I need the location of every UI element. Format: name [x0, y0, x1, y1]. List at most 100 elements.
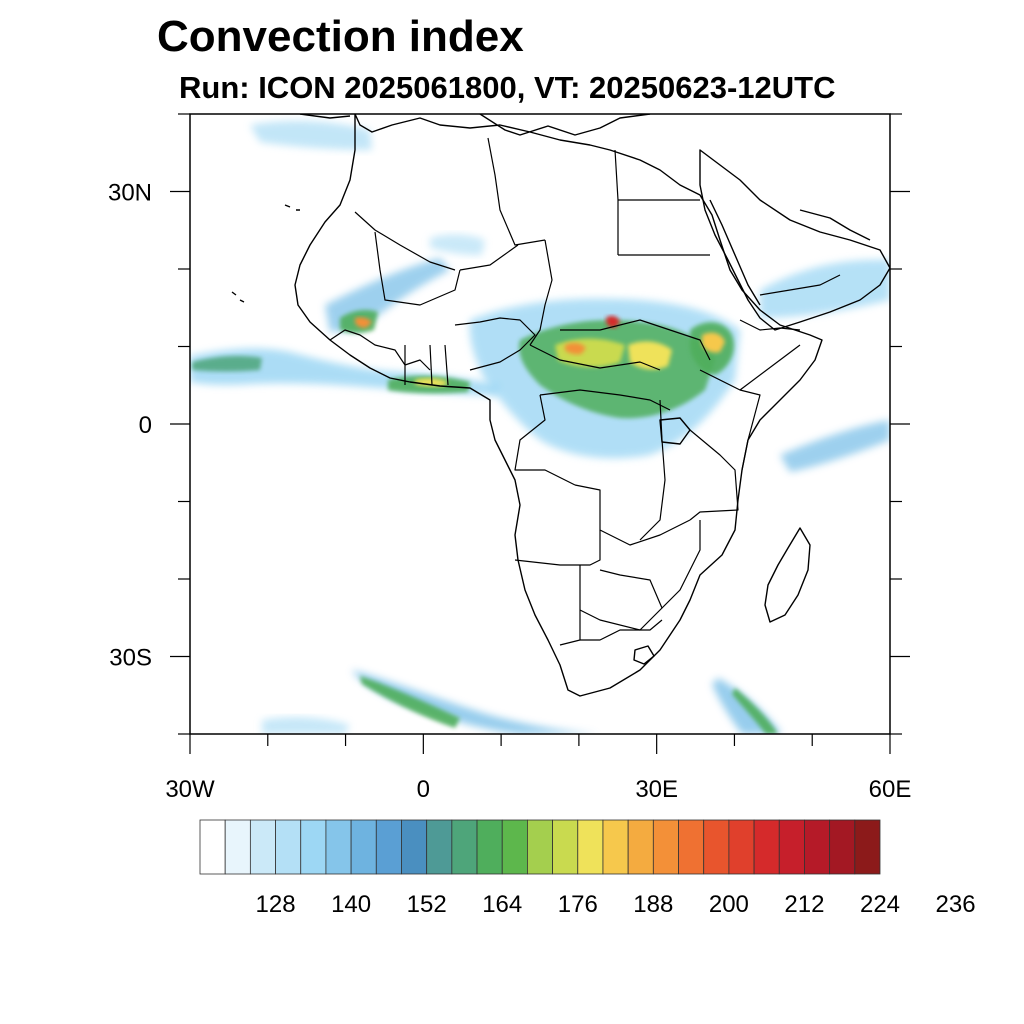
colorbar-swatch — [224, 819, 251, 875]
colorbar-swatch — [552, 819, 579, 875]
border-nigeria — [454, 317, 536, 371]
cape-verde-islands — [231, 291, 245, 303]
colorbar-tick-label: 224 — [860, 891, 900, 918]
country-borders — [329, 137, 841, 646]
madagascar-coastline — [764, 527, 811, 623]
colorbar-swatch — [199, 819, 226, 875]
border-drc-north — [539, 389, 671, 411]
border-sahel-west — [374, 231, 461, 306]
colorbar-tick-label: 128 — [256, 891, 296, 918]
colorbar-swatch — [829, 819, 856, 875]
lesotho-border — [633, 645, 655, 665]
convection-area-sahara-north — [430, 234, 485, 256]
border-south-africa — [580, 619, 663, 641]
convection-core-south-atlantic — [360, 676, 460, 728]
border-libya-egypt — [614, 149, 619, 255]
canary-islands — [284, 204, 300, 211]
convection-band-south-atlantic — [352, 670, 600, 734]
convection-peak-west-africa — [355, 317, 372, 328]
colorbar-swatch — [753, 819, 780, 875]
latitude-label: 30S — [109, 645, 152, 672]
colorbar-swatch — [854, 819, 881, 875]
colorbar-swatch — [275, 819, 302, 875]
border-drc-east — [639, 399, 666, 541]
latitude-ticks: 30N 0 30S — [108, 113, 910, 735]
convection-area-southwest — [262, 717, 350, 734]
convection-area-east-of-africa — [780, 420, 890, 472]
colorbar-tick-label: 140 — [331, 891, 371, 918]
border-mozambique — [661, 520, 701, 609]
colorbar-tick-label: 212 — [784, 891, 824, 918]
colorbar-swatch — [476, 819, 503, 875]
map-title: Convection index — [157, 12, 524, 61]
convection-peak-central-africa — [565, 342, 586, 355]
latitude-label: 30N — [108, 180, 152, 207]
colorbar-swatch — [778, 819, 805, 875]
colorbar — [199, 819, 881, 875]
border-west-coast-states — [329, 329, 449, 386]
colorbar-tick-label: 236 — [936, 891, 976, 918]
colorbar-tick-label: 188 — [633, 891, 673, 918]
latitude-label: 0 — [139, 412, 152, 439]
colorbar-swatch — [804, 819, 831, 875]
border-mali-niger — [459, 244, 519, 271]
africa-coastline — [294, 114, 823, 697]
border-car — [529, 344, 661, 371]
convection-high-central-africa — [555, 338, 625, 368]
colorbar-swatch — [325, 819, 352, 875]
border-angola — [514, 530, 601, 566]
border-sudan-south — [560, 319, 711, 361]
border-namibia — [559, 565, 581, 646]
colorbar-tick-label: 164 — [482, 891, 522, 918]
red-sea-coastline — [709, 199, 761, 306]
convection-area-north-africa — [250, 120, 372, 150]
colorbar-swatch — [249, 819, 276, 875]
longitude-ticks: 30W 0 30E 60E — [165, 734, 911, 803]
convection-core-southeast — [732, 688, 778, 734]
colorbar-swatch — [602, 819, 629, 875]
colorbar-swatch — [401, 819, 428, 875]
colorbar-tick-label: 152 — [407, 891, 447, 918]
colorbar-swatch — [426, 819, 453, 875]
colorbar-swatch — [577, 819, 604, 875]
colorbar-swatch — [375, 819, 402, 875]
colorbar-swatch — [501, 819, 528, 875]
iberia-coastline — [299, 114, 351, 119]
colorbar-tick-label: 176 — [558, 891, 598, 918]
border-botswana — [579, 569, 663, 631]
colorbar-swatch — [703, 819, 730, 875]
colorbar-swatch — [652, 819, 679, 875]
border-north-africa — [354, 211, 456, 271]
convection-peak-ethiopia — [702, 332, 725, 353]
longitude-label: 60E — [869, 776, 912, 803]
colorbar-swatch — [527, 819, 553, 875]
europe-coastline — [479, 114, 651, 136]
border-sudan-chad — [529, 239, 553, 346]
border-tanzania — [689, 429, 739, 521]
colorbar-swatch — [300, 819, 327, 875]
convection-area-arabia — [760, 259, 890, 318]
convection-max-central-africa — [606, 315, 620, 328]
colorbar-labels: 128 140 152 164 176 188 200 212 224 236 — [256, 891, 976, 918]
longitude-label: 30E — [635, 776, 678, 803]
border-somalia-ethiopia — [739, 344, 801, 391]
longitude-label: 0 — [417, 776, 430, 803]
persian-gulf-coastline — [799, 209, 871, 241]
border-zambia — [574, 484, 691, 546]
colorbar-tick-label: 200 — [709, 891, 749, 918]
colorbar-swatch — [728, 819, 755, 875]
colorbar-swatch — [451, 819, 478, 875]
border-horn — [739, 319, 801, 331]
colorbar-swatch — [678, 819, 705, 875]
border-arabia-yemen — [759, 274, 841, 296]
border-algeria-libya — [487, 137, 546, 246]
colorbar-swatch — [627, 819, 654, 875]
convection-core-atlantic — [192, 355, 262, 372]
map-subtitle: Run: ICON 2025061800, VT: 20250623-12UTC — [179, 70, 836, 105]
colorbar-swatch — [350, 819, 377, 875]
convection-field — [190, 120, 890, 734]
border-kenya — [699, 369, 761, 471]
arabia-coastline — [699, 149, 890, 331]
border-drc-west — [514, 394, 576, 486]
